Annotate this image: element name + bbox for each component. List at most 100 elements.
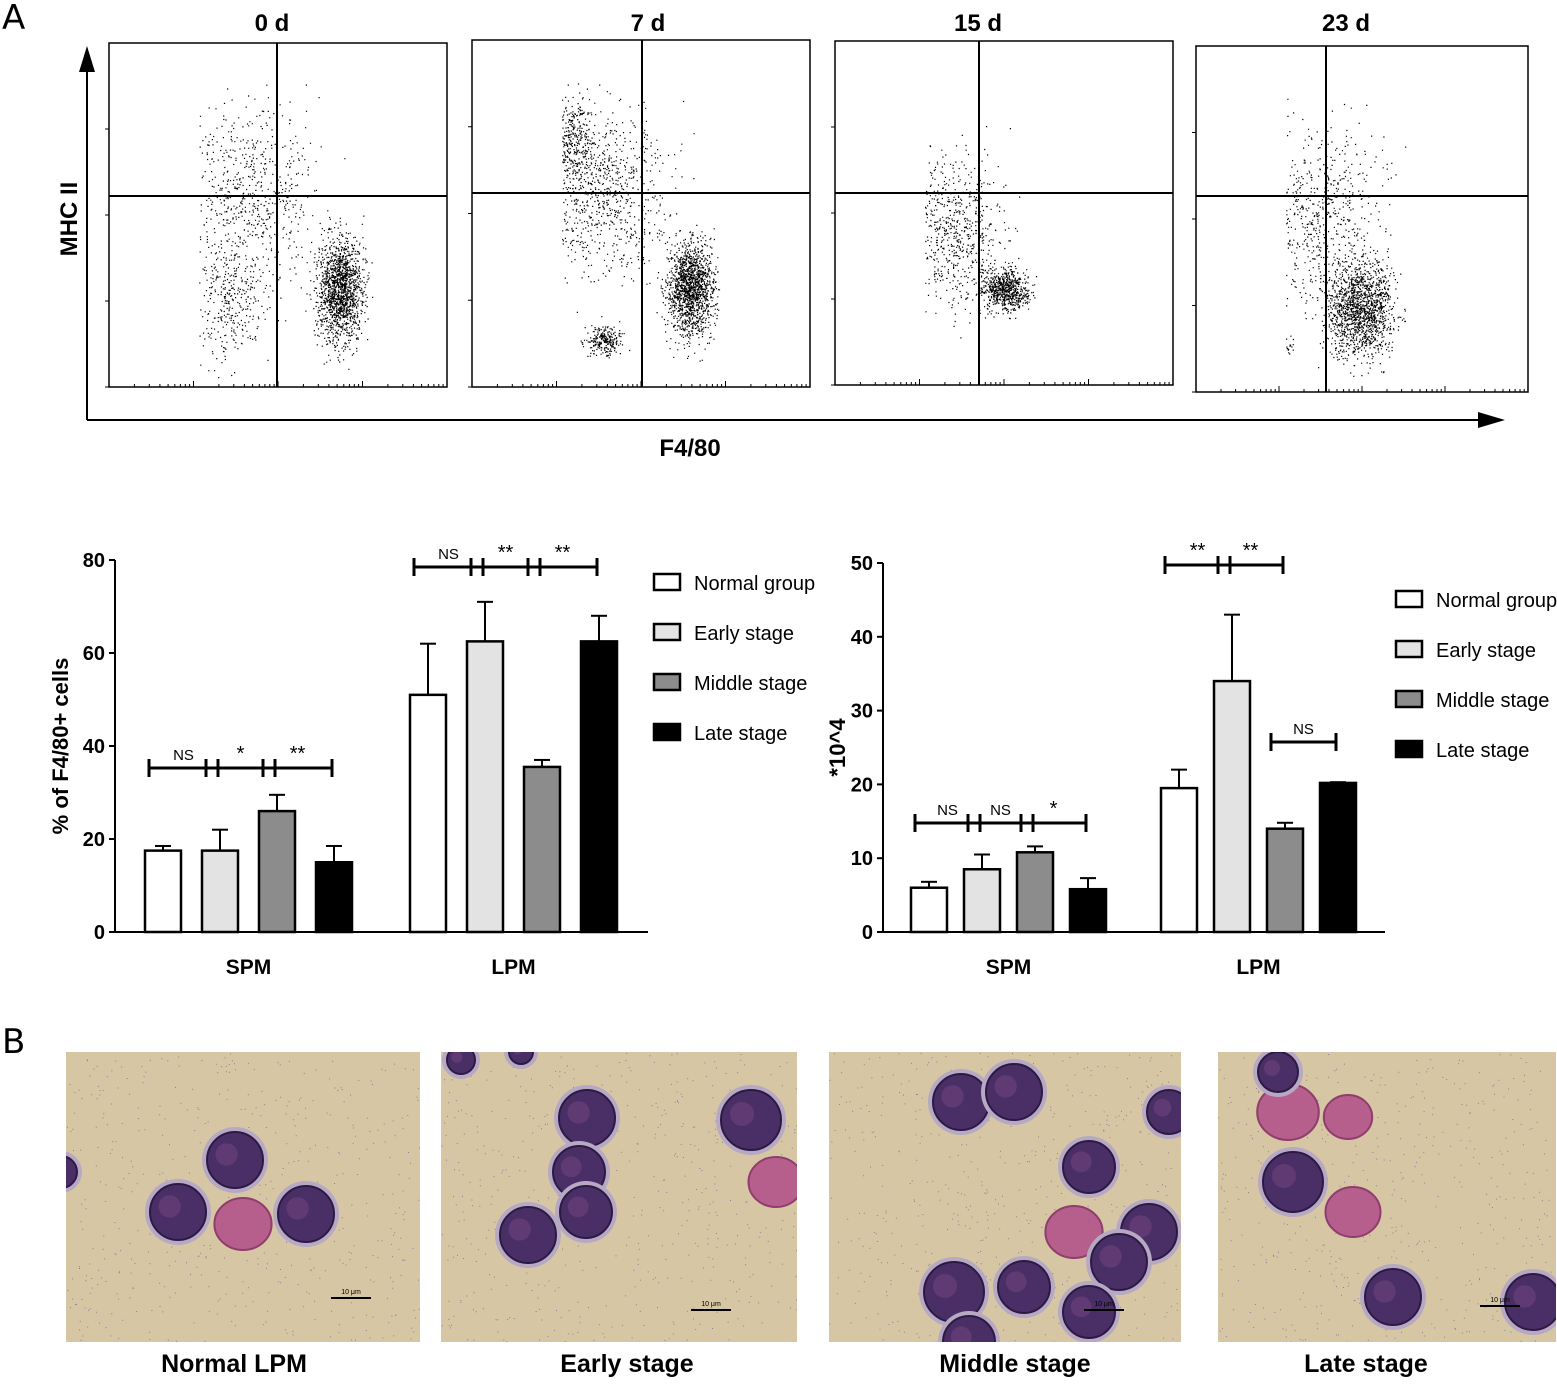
sig-label: ** (555, 542, 571, 564)
legend-swatch (652, 572, 682, 592)
category-label: LPM (1236, 956, 1280, 979)
legend-label: Early stage (694, 623, 794, 645)
cell-nucleus (66, 1155, 78, 1189)
plot-frame (1195, 45, 1529, 393)
legend-label: Normal group (1436, 590, 1557, 612)
flow-plot-0d (105, 42, 448, 388)
bar-lpm-3 (1318, 781, 1358, 934)
bar-lpm-2 (1265, 827, 1305, 934)
event-dots (1286, 98, 1407, 377)
sig-label: NS (937, 802, 958, 819)
caption-late-stage: Late stage (1304, 1350, 1428, 1378)
bar-lpm-2 (522, 765, 562, 934)
nucleus-texture (941, 1085, 964, 1108)
nucleus-texture (1129, 1215, 1152, 1238)
nucleus-texture (158, 1195, 181, 1218)
nucleus-texture (1099, 1245, 1122, 1268)
nucleus-texture (215, 1143, 238, 1166)
y-tick-label: 80 (83, 550, 105, 572)
scale-bar-label: 10 μm (1490, 1297, 1510, 1304)
stained-cell (1044, 1205, 1104, 1259)
y-axis-title: % of F4/80+ cells (48, 658, 73, 835)
timepoint-label-23d: 23 d (1321, 10, 1371, 37)
bar-spm-3 (314, 861, 354, 934)
flow-cytometry-panel (79, 39, 1529, 428)
y-tick-label: 0 (862, 922, 873, 944)
timepoint-label-0d: 0 d (254, 10, 290, 37)
stained-cell (213, 1197, 273, 1251)
nucleus-texture (451, 1052, 463, 1063)
y-tick-label: 20 (851, 774, 873, 796)
caption-early-stage: Early stage (560, 1350, 694, 1378)
y-tick-label: 10 (851, 848, 873, 870)
sig-label: ** (498, 542, 514, 564)
bar-spm-2 (257, 809, 297, 934)
y-axis-title: *10^4 (825, 718, 850, 777)
bar-lpm-0 (408, 693, 448, 934)
bar-lpm-1 (1212, 679, 1252, 934)
stained-cell (747, 1156, 797, 1208)
nucleus-texture (513, 1052, 522, 1055)
y-tick-label: 40 (851, 627, 873, 649)
nucleus-texture (933, 1274, 957, 1298)
nucleus-texture (994, 1075, 1017, 1098)
timepoint-label-15d: 15 d (953, 10, 1003, 37)
bar-spm-0 (143, 849, 183, 934)
bar-spm-1 (200, 849, 240, 934)
legend-swatch (652, 622, 682, 642)
bar-spm-1 (962, 868, 1002, 934)
legend-swatch (1394, 589, 1424, 609)
category-label: LPM (491, 956, 535, 979)
y-tick-label: 20 (83, 829, 105, 851)
sig-label: * (1050, 798, 1058, 820)
bar-lpm-1 (465, 640, 505, 934)
scale-bar-label: 10 μm (341, 1289, 361, 1296)
x-arrow-head (1478, 412, 1505, 428)
bar-lpm-0 (1159, 786, 1199, 934)
panel-a-letter: A (2, 0, 26, 38)
legend-swatch (652, 672, 682, 692)
nucleus-texture (567, 1196, 589, 1218)
y-tick-label: 30 (851, 701, 873, 723)
legend-swatch (1394, 689, 1424, 709)
y-tick-label: 60 (83, 643, 105, 665)
category-label: SPM (986, 956, 1032, 979)
legend-label: Middle stage (694, 673, 807, 695)
nucleus-texture (1513, 1285, 1536, 1308)
micrograph-early-stage: 10 μm (441, 1052, 797, 1342)
legend-label: Normal group (694, 573, 815, 595)
nucleus-texture (560, 1156, 582, 1178)
axis-ticks (468, 126, 807, 388)
y-tick-label: 40 (83, 736, 105, 758)
nucleus-texture (730, 1102, 754, 1126)
stained-cell (1322, 1094, 1374, 1140)
nucleus-texture (1272, 1164, 1296, 1188)
bar-lpm-3 (579, 640, 619, 934)
sig-label: NS (1293, 721, 1314, 738)
sig-label: NS (438, 546, 459, 563)
panel-b-letter: B (2, 1022, 26, 1062)
caption-normal-lpm: Normal LPM (161, 1350, 307, 1378)
y-tick-label: 0 (94, 922, 105, 944)
sig-label: NS (173, 747, 194, 764)
event-dots (199, 84, 374, 379)
caption-middle-stage: Middle stage (939, 1350, 1091, 1378)
micrograph-normal-lpm: 10 μm (66, 1052, 420, 1342)
y-arrow-head (79, 46, 95, 72)
f4-80-axis-label: F4/80 (659, 435, 721, 462)
timepoint-label-7d: 7 d (630, 10, 666, 37)
axis-ticks (105, 128, 444, 388)
bar-spm-3 (1068, 887, 1108, 934)
legend-swatch (1394, 739, 1424, 759)
nucleus-texture (1005, 1271, 1027, 1293)
axis-ticks (1192, 132, 1525, 393)
sig-label: ** (1243, 540, 1259, 562)
nucleus-texture (567, 1101, 590, 1124)
legend-label: Middle stage (1436, 690, 1549, 712)
nucleus-texture (1373, 1280, 1396, 1303)
axis-ticks (831, 126, 1170, 386)
category-label: SPM (226, 956, 272, 979)
legend-swatch (652, 722, 682, 742)
